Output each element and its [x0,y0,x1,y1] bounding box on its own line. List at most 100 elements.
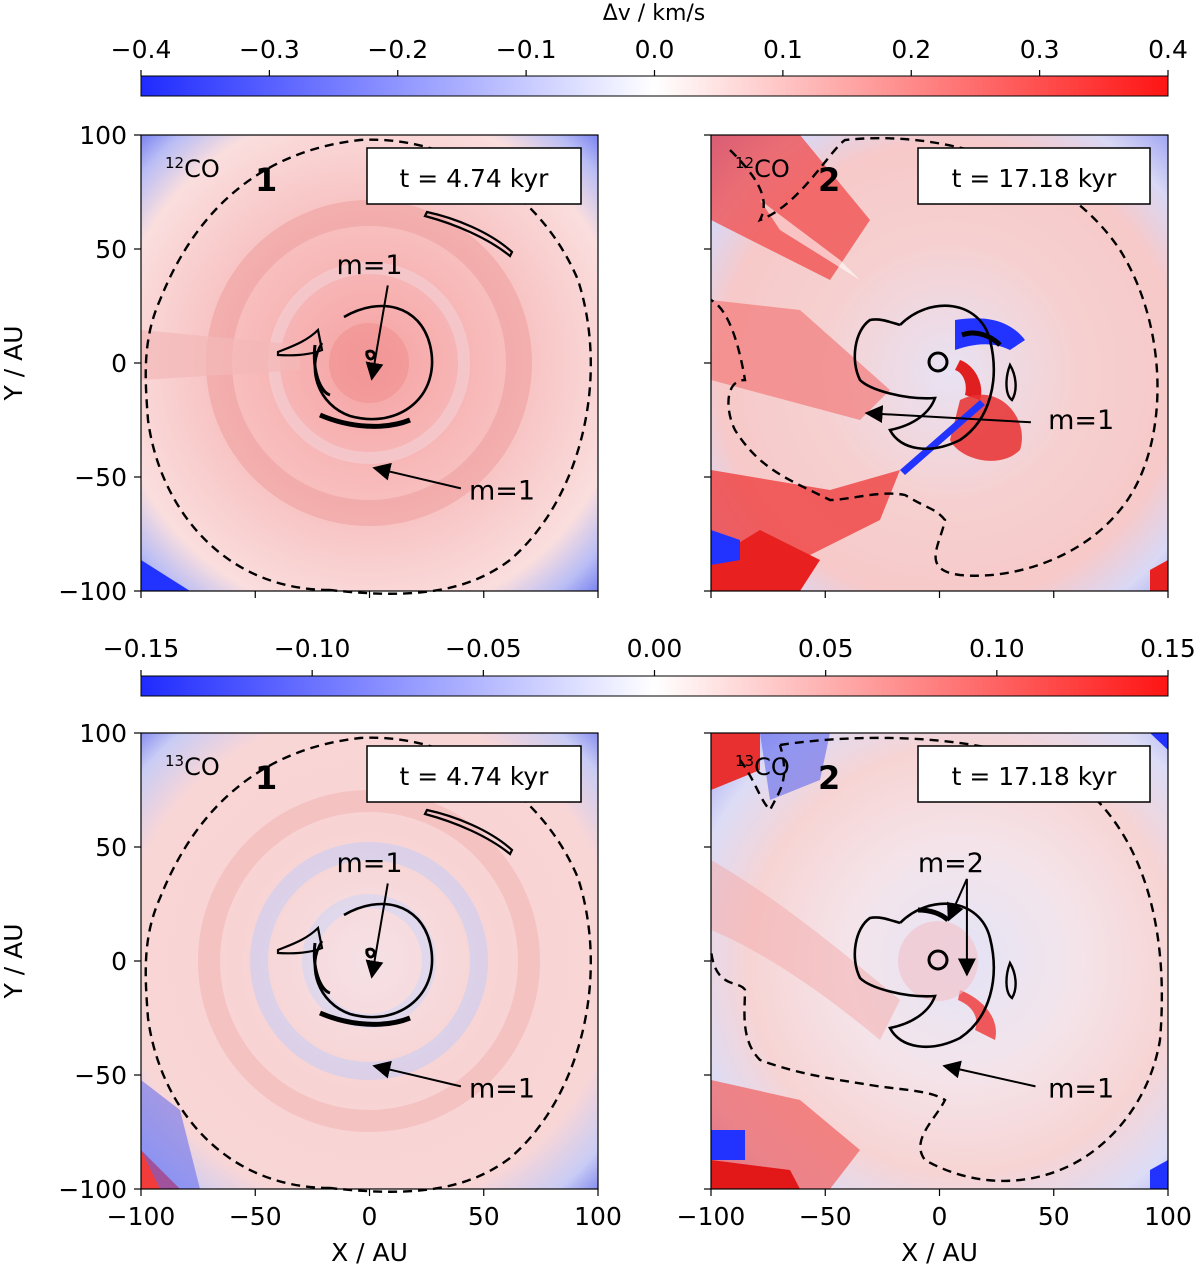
colorbar-tick-label: 0.0 [635,35,675,64]
panel-13co-1: 13CO 1 t = 4.74 kyr m=1 m=1 −100 −50 0 50 100… [0,719,622,1267]
panel-13co-1-time-box: t = 4.74 kyr [366,745,582,803]
annotation-label: m=1 [1048,405,1114,436]
species-superscript: 13 [165,752,184,770]
annotation-arrow [864,405,1031,424]
x-tick-label: −100 [107,1202,176,1231]
x-tick-label: −50 [229,1202,282,1231]
panel-12co-1-time-box: t = 4.74 kyr [366,147,582,205]
panel-12co-1: 12CO 1 t = 4.74 kyr m=1 m=1 −100 −50 0 50 100… [0,121,599,606]
panel-12co-1-annotations: m=1 m=1 [336,250,535,507]
colorbar-tick-label: 0.4 [1148,35,1188,64]
species-base: CO [754,753,790,781]
species-base: CO [754,155,790,183]
panel-12co-1-species-label: 12CO 1 [165,154,277,199]
x-tick-label: 100 [574,1202,622,1231]
y-tick-label: −50 [74,1061,127,1090]
panel-12co-2-annotations: m=1 [864,405,1114,436]
colorbar-top: Δv / km/s −0.4 −0.3 −0.2 −0.1 0.0 0.1 0.2 0.3 0.… [111,1,1188,97]
time-label: t = 4.74 kyr [400,164,550,193]
x-axis-label: X / AU [901,1238,978,1267]
panel-13co-1-contours [144,736,592,1193]
panel-12co-1-axes: −100 −50 0 50 100 Y / AU [0,121,599,606]
time-label: t = 17.18 kyr [952,164,1118,193]
x-axis-label: X / AU [331,1238,408,1267]
y-tick-label: 50 [95,833,127,862]
colorbar-tick-label: −0.4 [111,35,172,64]
y-tick-label: −100 [58,577,127,606]
panel-12co-2-contours [710,136,1159,577]
species-superscript: 12 [735,154,754,172]
species-base: CO [184,753,220,781]
x-tick-label: 50 [468,1202,500,1231]
panel-12co-2: 12CO 2 t = 17.18 kyr m=1 [704,134,1169,598]
x-tick-label: 0 [932,1202,948,1231]
panel-number: 2 [818,161,840,199]
panel-13co-2: 13CO 2 t = 17.18 kyr m=2 m=1 −100 −50 0 50 10… [677,732,1192,1267]
colorbar-tick-label: −0.3 [239,35,300,64]
annotation-arrow [372,462,462,490]
colorbar-tick-label: −0.15 [103,634,180,663]
svg-text:13CO: 13CO [735,752,790,781]
colorbar-tick-label: 0.15 [1140,634,1196,663]
annotation-arrow [947,878,968,922]
annotation-label: m=2 [918,848,984,879]
panel-12co-2-axes [704,134,1169,598]
colorbar-tick-label: 0.10 [969,634,1025,663]
panel-13co-2-annotations: m=2 m=1 [918,848,1114,1105]
panel-12co-2-species-label: 12CO 2 [735,154,840,199]
svg-text:12CO: 12CO [735,154,790,183]
y-tick-label: −100 [58,1175,127,1204]
colorbar-tick-label: −0.10 [274,634,351,663]
panel-13co-1-species-label: 13CO 1 [165,752,277,797]
annotation-arrow [372,1060,462,1088]
colorbar-tick-label: 0.2 [891,35,931,64]
colorbar-tick-label: −0.1 [496,35,557,64]
panel-number: 2 [818,759,840,797]
species-superscript: 12 [165,154,184,172]
y-tick-label: 0 [111,947,127,976]
y-tick-label: 100 [79,719,127,748]
annotation-label: m=1 [336,250,402,281]
species-superscript: 13 [735,752,754,770]
colorbar-tick-label: −0.05 [445,634,522,663]
annotation-label: m=1 [336,848,402,879]
y-tick-label: 100 [79,121,127,150]
x-tick-label: 0 [362,1202,378,1231]
colorbar-label: Δv / km/s [603,1,706,26]
colorbar-top-gradient [140,75,1169,97]
time-label: t = 17.18 kyr [952,762,1118,791]
time-label: t = 4.74 kyr [400,762,550,791]
annotation-arrow [365,883,389,979]
colorbar-bottom-ticks: −0.15 −0.10 −0.05 0.00 0.05 0.10 0.15 [103,634,1196,676]
annotation-arrow [942,1060,1036,1088]
x-tick-label: 50 [1038,1202,1070,1231]
y-axis-label: Y / AU [0,924,28,1000]
panel-13co-2-heatmap [711,733,1168,1189]
species-base: CO [184,155,220,183]
annotation-label: m=1 [1048,1074,1114,1105]
y-tick-label: 0 [111,349,127,378]
colorbar-top-ticks: −0.4 −0.3 −0.2 −0.1 0.0 0.1 0.2 0.3 0.4 [111,35,1188,76]
svg-text:12CO: 12CO [165,154,220,183]
annotation-label: m=1 [469,476,535,507]
panel-12co-2-time-box: t = 17.18 kyr [917,147,1151,205]
panel-13co-1-axes: −100 −50 0 50 100 −100 −50 0 50 100 X / AU Y / AU [0,719,622,1267]
panel-13co-2-axes: −100 −50 0 50 100 X / AU [677,732,1192,1267]
annotation-arrow [365,285,389,381]
svg-text:13CO: 13CO [165,752,220,781]
panel-number: 1 [255,161,277,199]
y-axis-label: Y / AU [0,326,28,402]
colorbar-tick-label: 0.1 [763,35,803,64]
panel-12co-1-contours [144,138,592,595]
colorbar-tick-label: 0.00 [627,634,683,663]
colorbar-tick-label: 0.05 [798,634,854,663]
colorbar-tick-label: 0.3 [1020,35,1060,64]
colorbar-bottom: −0.15 −0.10 −0.05 0.00 0.05 0.10 0.15 [103,634,1196,697]
y-tick-label: −50 [74,463,127,492]
colorbar-bottom-gradient [140,675,1169,697]
panel-13co-1-annotations: m=1 m=1 [336,848,535,1105]
x-tick-label: −100 [677,1202,746,1231]
colorbar-tick-label: −0.2 [367,35,428,64]
x-tick-label: −50 [799,1202,852,1231]
